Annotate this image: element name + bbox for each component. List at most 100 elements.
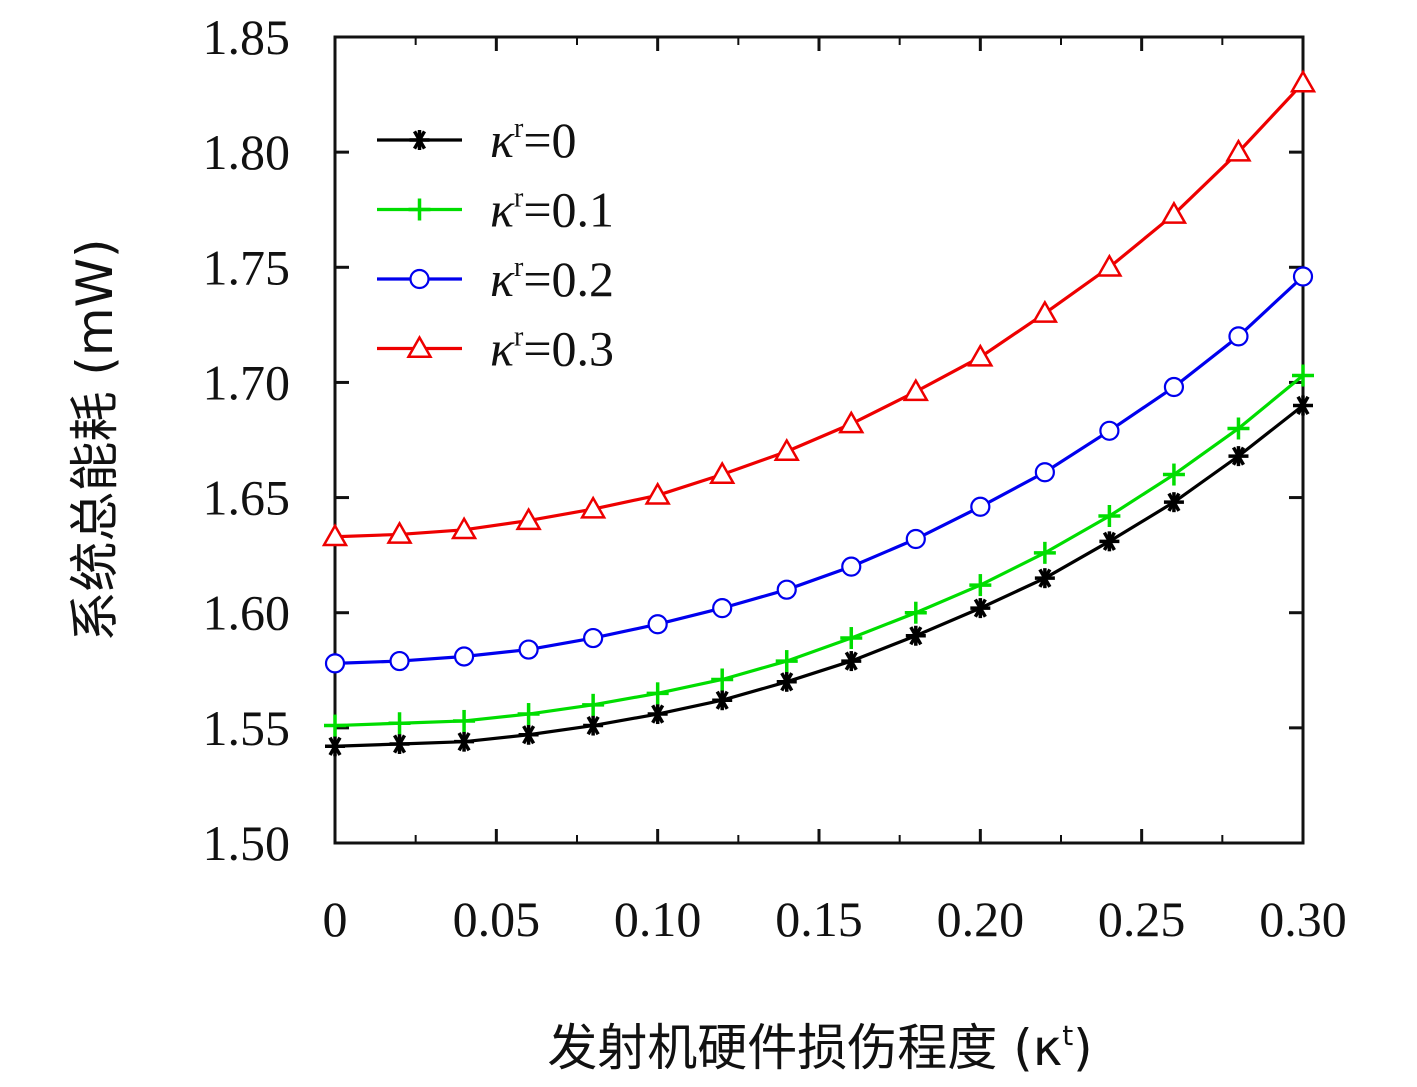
data-point-series-2 (453, 646, 475, 667)
legend-label-2: κr=0.2 (490, 251, 614, 307)
data-point-series-1 (1292, 364, 1314, 387)
x-tick-label: 0.30 (1259, 891, 1347, 947)
y-tick-label: 1.50 (203, 815, 291, 871)
data-point-series-1 (775, 650, 798, 673)
x-tick-label: 0 (323, 891, 348, 947)
data-point-series-1 (582, 693, 605, 716)
data-point-series-2 (518, 639, 539, 660)
data-point-series-0 (1293, 395, 1313, 416)
data-point-series-0 (970, 598, 991, 619)
data-point-series-3 (579, 495, 607, 519)
data-point-series-0 (1163, 492, 1184, 513)
data-point-series-1 (1098, 504, 1121, 527)
data-point-series-3 (1096, 253, 1123, 277)
data-point-series-2 (905, 528, 926, 550)
legend-label-3: κr=0.3 (490, 321, 614, 377)
data-point-series-1 (646, 682, 669, 705)
data-point-series-3 (1289, 69, 1317, 93)
data-point-series-0 (647, 704, 668, 725)
data-point-series-0 (841, 651, 862, 672)
x-tick-label: 0.10 (614, 891, 702, 947)
y-tick-label: 1.60 (203, 585, 291, 641)
data-point-series-1 (517, 703, 540, 726)
data-point-series-0 (1228, 446, 1249, 467)
data-point-series-3 (386, 520, 413, 544)
data-point-series-2 (583, 627, 604, 649)
data-point-series-3 (644, 481, 671, 505)
data-point-series-1 (1227, 417, 1250, 440)
data-point-series-1 (711, 668, 734, 691)
data-point-series-0 (712, 690, 733, 711)
x-axis-title-sup: t (1062, 1019, 1073, 1052)
data-point-series-3 (450, 516, 478, 540)
y-tick-label: 1.80 (203, 124, 291, 180)
data-point-series-3 (838, 410, 865, 434)
x-tick-label: 0.05 (453, 891, 541, 947)
legend-marker-2 (409, 268, 430, 290)
y-tick-label: 1.75 (203, 239, 291, 295)
data-point-series-3 (1160, 200, 1188, 224)
y-tick-label: 1.65 (203, 470, 291, 526)
data-point-series-2 (1292, 266, 1314, 287)
legend-marker-3 (406, 334, 433, 358)
data-point-series-1 (840, 627, 863, 650)
series-line-3 (334, 81, 1305, 539)
data-point-series-0 (1099, 531, 1120, 552)
y-axis-title-group: 系统总能耗 (mW) (66, 238, 124, 641)
legend-marker-0 (409, 130, 430, 150)
x-axis-title: 发射机硬件损伤程度 (κt) (547, 1019, 1092, 1077)
data-point-series-2 (712, 598, 733, 619)
plot-frame (333, 35, 1305, 845)
data-point-series-1 (453, 709, 476, 732)
data-point-series-2 (970, 496, 991, 517)
data-point-series-3 (1225, 138, 1252, 162)
data-point-series-2 (1228, 326, 1249, 347)
x-tick-label: 0.15 (775, 891, 863, 947)
data-point-series-2 (1163, 376, 1185, 398)
y-tick-label: 1.70 (203, 354, 291, 410)
legend-label-1: κr=0.1 (490, 182, 614, 238)
legend-label-0: κr=0 (490, 112, 577, 168)
data-point-series-2 (389, 650, 410, 672)
x-axis-title-close: ) (1073, 1019, 1093, 1077)
data-point-series-0 (389, 733, 410, 754)
data-point-series-1 (969, 574, 992, 597)
data-point-series-3 (967, 343, 994, 367)
data-point-series-0 (1034, 568, 1055, 589)
data-point-series-0 (776, 671, 797, 692)
legend: κr=0 κr=0.1 κr=0.2 κr=0.3 (377, 112, 614, 377)
data-point-series-0 (583, 715, 604, 736)
data-point-series-3 (1031, 299, 1059, 323)
data-point-series-2 (1099, 420, 1120, 441)
data-point-series-0 (325, 736, 345, 757)
series-line-1 (334, 374, 1305, 728)
legend-marker-1 (408, 198, 431, 221)
y-axis-title: 系统总能耗 (mW) (66, 238, 124, 641)
y-tick-label: 1.85 (203, 9, 291, 65)
data-point-series-3 (321, 523, 349, 547)
series-line-0 (334, 404, 1304, 748)
data-point-series-0 (905, 625, 926, 646)
data-point-series-2 (776, 579, 797, 600)
data-point-series-0 (518, 724, 539, 745)
data-point-series-3 (773, 437, 800, 462)
data-point-series-3 (902, 378, 929, 402)
data-point-series-1 (388, 712, 411, 735)
data-point-series-2 (1034, 462, 1055, 483)
plot-area: 1.50 1.55 1.60 1.65 1.70 1.75 1.80 1.85 0 0.05 0.1… (203, 9, 1347, 947)
data-point-series-3 (709, 461, 736, 485)
data-point-series-0 (454, 731, 475, 752)
data-point-series-2 (841, 556, 862, 577)
x-tick-label: 0.25 (1098, 891, 1186, 947)
data-point-series-1 (904, 601, 927, 624)
x-tick-label: 0.20 (937, 891, 1025, 947)
series-line-2 (334, 275, 1305, 665)
y-tick-label: 1.55 (203, 700, 291, 756)
data-point-series-1 (324, 714, 346, 737)
data-point-series-2 (647, 614, 668, 635)
x-axis-title-main: 发射机硬件损伤程度 (κ (547, 1019, 1062, 1077)
data-point-series-1 (1162, 463, 1185, 486)
data-point-series-3 (515, 507, 542, 531)
data-point-series-2 (324, 653, 346, 674)
